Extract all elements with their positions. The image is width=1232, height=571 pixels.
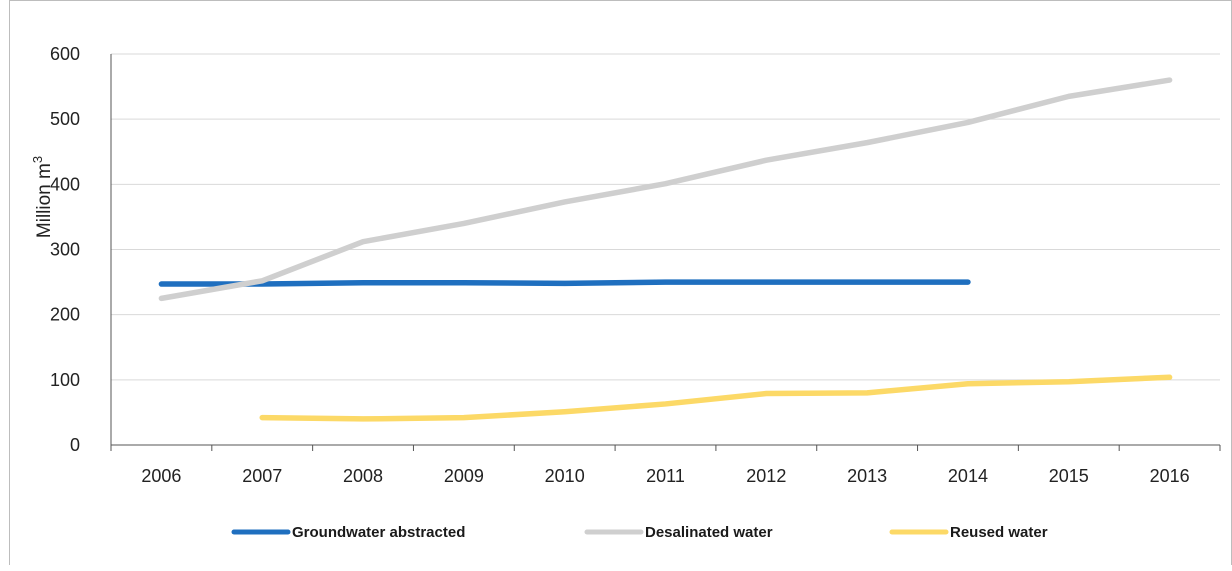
chart-frame: 0 100 200 300 400 500 600 2006 2007 2008 2009 2010… <box>9 0 1232 565</box>
x-tick-label: 2006 <box>141 466 181 486</box>
data-point <box>765 281 767 283</box>
series-line-2 <box>158 77 1173 302</box>
data-point <box>665 403 666 405</box>
y-tick-label: 600 <box>50 44 80 64</box>
y-axis-title-text: Million m <box>34 163 55 238</box>
x-tick-labels: 2006 2007 2008 2009 2010 2011 2012 2013 2014 2015… <box>141 466 1189 486</box>
data-point <box>765 393 767 395</box>
x-tick-label: 2013 <box>847 466 887 486</box>
data-point <box>1169 376 1171 378</box>
data-point <box>463 222 465 224</box>
data-point <box>665 281 666 283</box>
data-point <box>362 282 364 284</box>
data-point <box>362 241 364 243</box>
x-tick-label: 2016 <box>1150 466 1190 486</box>
data-point <box>866 281 868 283</box>
x-tick-label: 2007 <box>242 466 282 486</box>
data-point <box>866 142 868 144</box>
data-point <box>967 383 969 385</box>
legend-label: Groundwater abstracted <box>292 524 465 541</box>
y-tick-label: 400 <box>50 174 80 194</box>
data-point <box>1068 381 1070 383</box>
data-point <box>463 417 465 419</box>
legend: Groundwater abstracted Desalinated water R… <box>231 524 1048 541</box>
x-tick-label: 2008 <box>343 466 383 486</box>
series-lines <box>158 77 1173 422</box>
series-line-3 <box>259 374 1173 422</box>
data-point <box>765 159 767 161</box>
y-tick-label: 300 <box>50 240 80 260</box>
data-point <box>564 201 566 203</box>
data-point <box>866 392 868 394</box>
data-point <box>261 283 263 285</box>
data-point <box>1068 95 1070 97</box>
line-chart: 0 100 200 300 400 500 600 2006 2007 2008 2009 2010… <box>30 44 1221 541</box>
data-point <box>967 121 969 123</box>
y-tick-label: 500 <box>50 109 80 129</box>
y-tick-label: 100 <box>50 370 80 390</box>
y-axis-title: Million m3 <box>30 156 55 238</box>
data-point <box>160 297 162 299</box>
y-tick-labels: 0 100 200 300 400 500 600 <box>50 44 80 455</box>
data-point <box>261 417 263 419</box>
data-point <box>463 282 465 284</box>
data-point <box>261 280 263 282</box>
data-point <box>665 183 666 185</box>
legend-label: Desalinated water <box>645 524 773 541</box>
y-tick-label: 0 <box>70 435 80 455</box>
x-tick-label: 2009 <box>444 466 484 486</box>
data-point <box>362 418 364 420</box>
data-point <box>967 281 969 283</box>
x-tick-label: 2012 <box>746 466 786 486</box>
axes <box>110 54 1221 451</box>
x-tick-label: 2014 <box>948 466 988 486</box>
x-tick-label: 2015 <box>1049 466 1089 486</box>
y-axis-title-superscript: 3 <box>30 156 45 163</box>
data-point <box>564 411 566 413</box>
data-point <box>160 283 162 285</box>
x-tick-label: 2010 <box>545 466 585 486</box>
y-tick-label: 200 <box>50 305 80 325</box>
data-point <box>564 282 566 284</box>
legend-label: Reused water <box>950 524 1048 541</box>
x-tick-label: 2011 <box>646 466 685 486</box>
data-point <box>1169 79 1171 81</box>
